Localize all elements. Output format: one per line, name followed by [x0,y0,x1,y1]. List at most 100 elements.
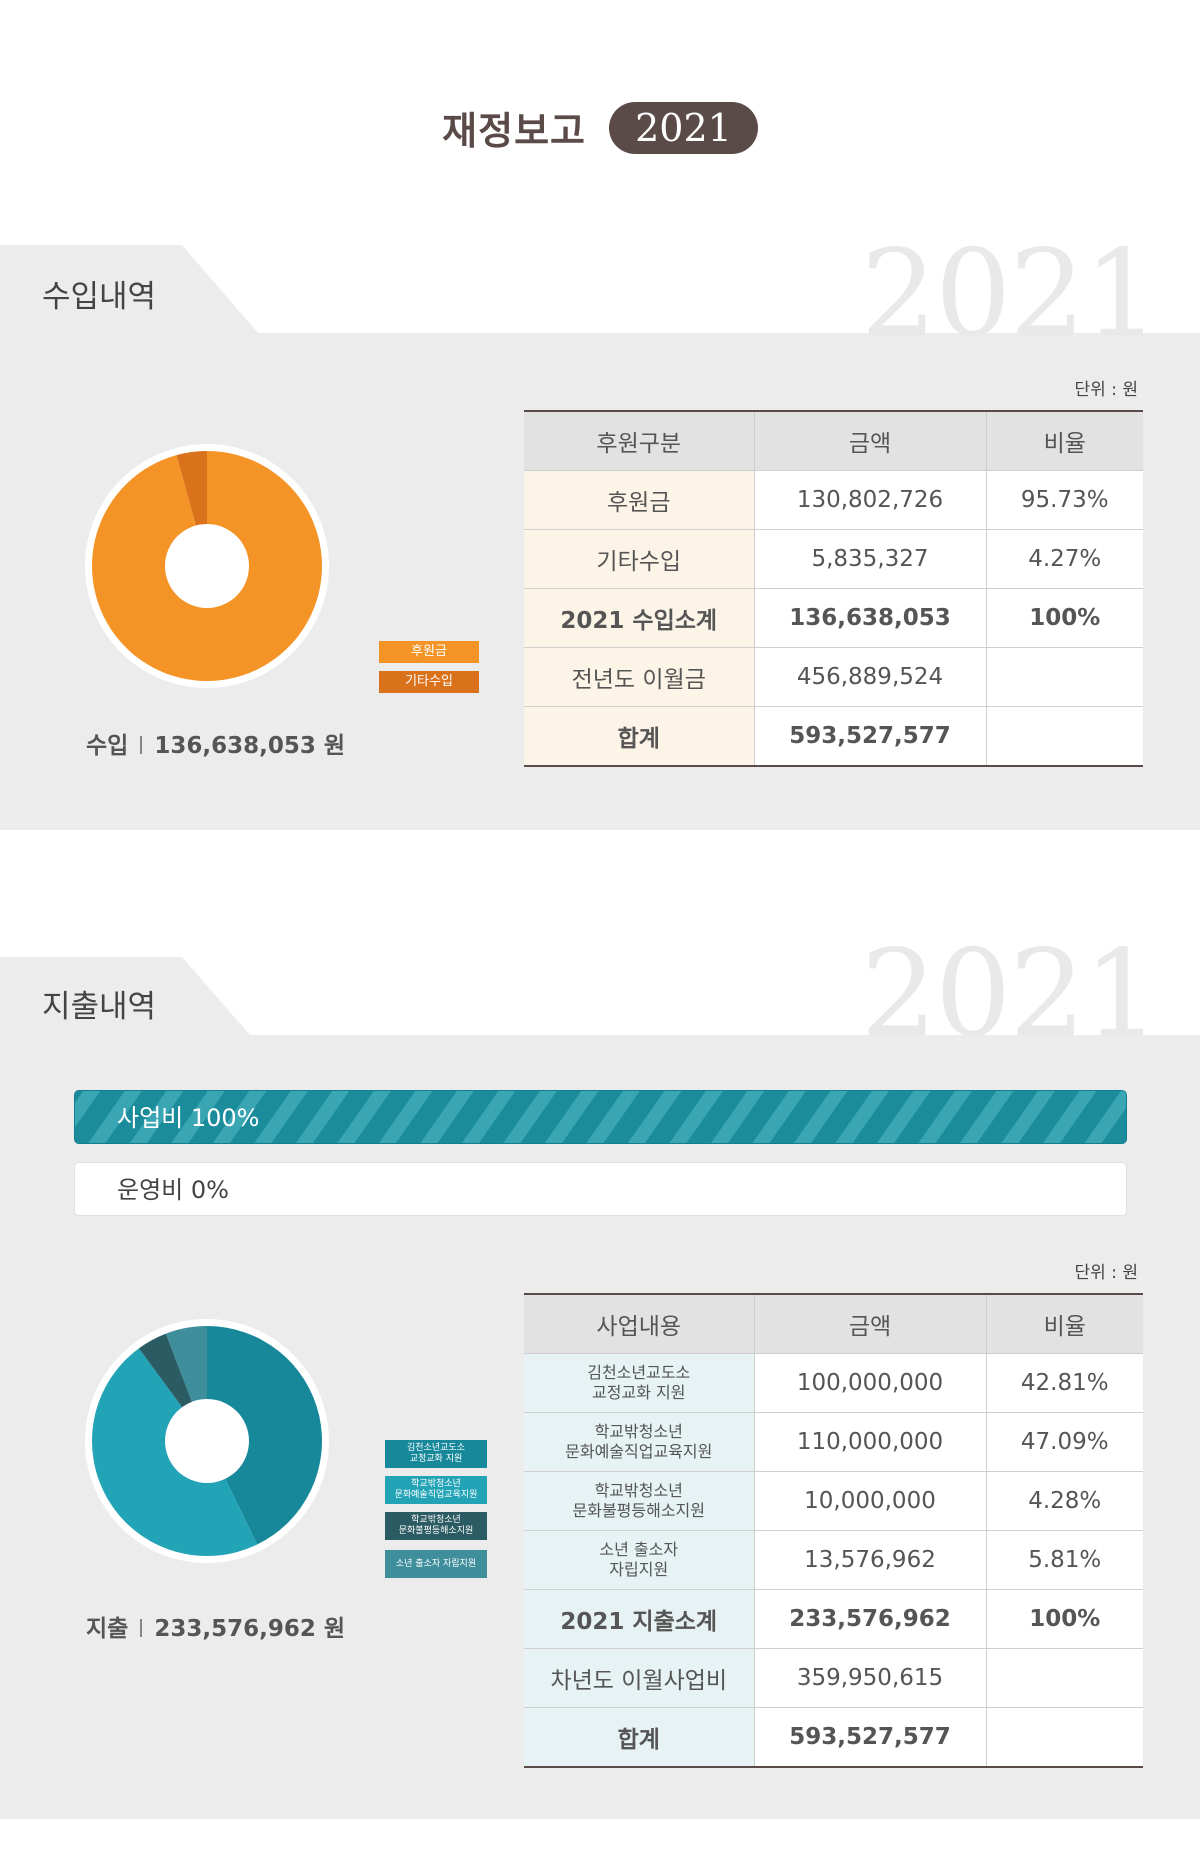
expense-pie-slice [207,1326,322,1545]
caption-amount: 136,638,053 원 [154,733,346,759]
row-label: 학교밖청소년 문화불평등해소지원 [524,1471,754,1531]
expense-caption: 지출 233,576,962 원 [86,1609,345,1643]
row-ratio [985,647,1143,707]
row-label: 김천소년교도소 교정교화 지원 [524,1353,754,1413]
table-row: 김천소년교도소 교정교화 지원 100,000,000 42.81% [524,1353,1143,1413]
caption-amount: 233,576,962 원 [154,1616,346,1642]
column-header: 금액 [753,1294,986,1354]
expense-table: 사업내용 금액 비율 김천소년교도소 교정교화 지원 100,000,000 4… [524,1293,1143,1768]
table-row: 학교밖청소년 문화불평등해소지원 10,000,000 4.28% [524,1471,1143,1531]
caption-label: 지출 [86,1616,129,1642]
income-pie-hole [165,524,249,608]
row-label: 기타수입 [524,529,754,589]
row-label-line: 학교밖청소년 [594,1481,683,1500]
row-label: 학교밖청소년 문화예술직업교육지원 [524,1412,754,1472]
year-badge: 2021 [609,101,758,154]
column-header: 사업내용 [524,1294,754,1354]
expense-watermark: 2021 [860,925,1160,1064]
legend-line: 학교밖청소년 [411,1479,461,1489]
row-amount: 136,638,053 [753,588,986,648]
income-section-title: 수입내역 [42,279,157,315]
row-label-line: 교정교화 지원 [592,1383,686,1402]
table-header-row: 사업내용 금액 비율 [524,1294,1143,1354]
income-donut-chart [85,444,329,688]
legend-item-self-reliance: 소년 출소자 자립지원 [385,1550,487,1578]
separator [140,1619,143,1637]
legend-line: 교정교화 지원 [409,1454,463,1464]
row-ratio [985,1648,1143,1708]
income-watermark: 2021 [860,225,1160,364]
caption-label: 수입 [86,733,129,759]
row-ratio: 47.09% [985,1412,1143,1472]
legend-item-correctional-support: 김천소년교도소 교정교화 지원 [385,1440,487,1468]
legend-line: 문화불평등해소지원 [398,1526,474,1536]
row-amount: 110,000,000 [753,1412,986,1472]
total-row: 합계 593,527,577 [524,706,1143,766]
legend-label: 후원금 [411,644,447,659]
row-label: 후원금 [524,470,754,530]
row-ratio: 95.73% [985,470,1143,530]
legend-item-culture-inequality: 학교밖청소년 문화불평등해소지원 [385,1512,487,1540]
separator [140,736,143,754]
table-row: 학교밖청소년 문화예술직업교육지원 110,000,000 47.09% [524,1412,1143,1472]
income-section: 2021 수입내역 단위 : 원 후원금 기타수입 수입 136,638,053 … [0,235,1200,830]
row-label-line: 소년 출소자 [599,1540,679,1559]
expense-unit-label: 단위 : 원 [1074,1263,1138,1283]
row-ratio: 4.27% [985,529,1143,589]
expense-donut-chart [85,1319,329,1563]
legend-line: 소년 출소자 자립지원 [395,1558,477,1569]
row-amount: 130,802,726 [753,470,986,530]
row-label-line: 문화예술직업교육지원 [565,1442,713,1461]
row-amount: 456,889,524 [753,647,986,707]
expense-pie-hole [165,1399,249,1483]
income-unit-label: 단위 : 원 [1074,380,1138,400]
total-row: 합계 593,527,577 [524,1707,1143,1767]
row-ratio: 4.28% [985,1471,1143,1531]
column-header: 비율 [985,1294,1143,1354]
table-header-row: 후원구분 금액 비율 [524,411,1143,471]
expense-section: 2021 지출내역 사업비 100% 운영비 0% 단위 : 원 김천소년교도소… [0,935,1200,1819]
row-label: 2021 지출소계 [524,1589,754,1649]
row-label: 소년 출소자 자립지원 [524,1530,754,1590]
row-label: 합계 [524,1707,754,1767]
row-amount: 10,000,000 [753,1471,986,1531]
legend-line: 김천소년교도소 [407,1443,465,1453]
column-header: 후원구분 [524,411,754,471]
legend-item-other-income: 기타수입 [379,671,479,693]
page-title: 재정보고 2021 [0,100,1200,155]
table-row: 전년도 이월금 456,889,524 [524,647,1143,707]
row-label-line: 김천소년교도소 [587,1363,691,1382]
column-header: 금액 [753,411,986,471]
income-table: 후원구분 금액 비율 후원금 130,802,726 95.73% 기타수입 5… [524,410,1143,767]
row-ratio: 100% [985,1589,1143,1649]
bar-label: 사업비 100% [117,1104,260,1132]
table-row: 후원금 130,802,726 95.73% [524,470,1143,530]
subtotal-row: 2021 수입소계 136,638,053 100% [524,588,1143,648]
legend-label: 기타수입 [405,674,453,689]
row-amount: 593,527,577 [753,1707,986,1767]
row-ratio: 42.81% [985,1353,1143,1413]
row-label: 차년도 이월사업비 [524,1648,754,1708]
row-amount: 593,527,577 [753,706,986,766]
legend-line: 학교밖청소년 [411,1515,461,1525]
row-ratio: 5.81% [985,1530,1143,1590]
table-row: 소년 출소자 자립지원 13,576,962 5.81% [524,1530,1143,1590]
row-label: 2021 수입소계 [524,588,754,648]
row-ratio [985,1707,1143,1767]
row-ratio [985,706,1143,766]
legend-item-arts-education: 학교밖청소년 문화예술직업교육지원 [385,1476,487,1504]
row-amount: 359,950,615 [753,1648,986,1708]
table-row: 기타수입 5,835,327 4.27% [524,529,1143,589]
row-ratio: 100% [985,588,1143,648]
report-title: 재정보고 [442,109,587,153]
legend-line: 문화예술직업교육지원 [394,1490,478,1500]
expense-section-title: 지출내역 [42,989,157,1025]
row-label: 합계 [524,706,754,766]
row-label-line: 학교밖청소년 [594,1422,683,1441]
subtotal-row: 2021 지출소계 233,576,962 100% [524,1589,1143,1649]
row-amount: 233,576,962 [753,1589,986,1649]
bar-label: 운영비 0% [117,1176,229,1204]
row-amount: 13,576,962 [753,1530,986,1590]
row-label-line: 문화불평등해소지원 [572,1501,705,1520]
row-label: 전년도 이월금 [524,647,754,707]
